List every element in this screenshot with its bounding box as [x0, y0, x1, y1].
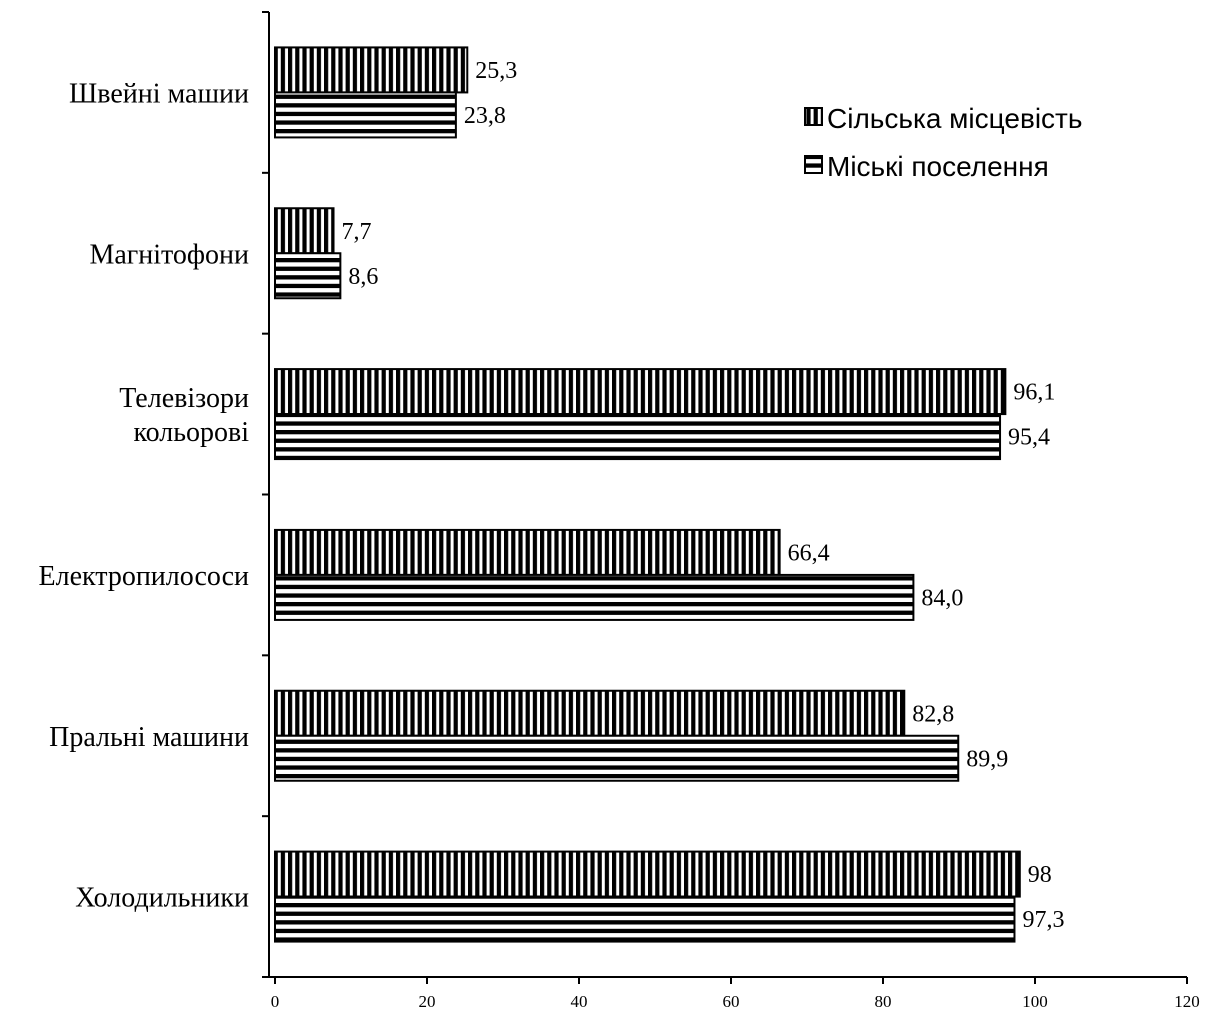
- category-label: Електропилососи: [39, 561, 250, 592]
- bar-rural: [274, 46, 469, 94]
- x-tick-label: 80: [875, 992, 892, 1011]
- axes: 0 20 40 60 80 100 120: [262, 11, 1200, 1011]
- x-tick-label: 0: [271, 992, 280, 1011]
- bar-urban: [274, 895, 1016, 943]
- category-label: Пральні машини: [49, 722, 249, 753]
- legend-swatch: [804, 107, 823, 126]
- data-label: 89,9: [966, 746, 1008, 772]
- bar-urban: [274, 252, 342, 300]
- bar-urban: [274, 413, 1002, 461]
- bar-urban: [274, 573, 915, 621]
- labels: 98 97,3 Холодильники 82,8 89,9 Пральні машини…: [39, 58, 1065, 933]
- data-label: 97,3: [1022, 907, 1064, 933]
- bar-rural: [274, 850, 1021, 898]
- data-label: 98: [1028, 862, 1052, 888]
- category-label: Телевізори кольорові: [119, 383, 249, 448]
- data-label: 25,3: [475, 58, 517, 84]
- x-tick-label: 20: [419, 992, 436, 1011]
- data-label: 95,4: [1008, 425, 1050, 451]
- data-label: 84,0: [921, 585, 963, 611]
- data-label: 82,8: [912, 701, 954, 727]
- bar-urban: [274, 734, 960, 782]
- bar-rural: [274, 528, 781, 576]
- category-label: Холодильники: [75, 883, 249, 914]
- legend-label: Міські поселення: [827, 151, 1049, 182]
- data-label: 7,7: [342, 219, 372, 245]
- x-tick-label: 120: [1174, 992, 1200, 1011]
- data-label: 66,4: [788, 540, 830, 566]
- category-label: Швейні машии: [69, 78, 249, 109]
- x-tick-label: 40: [571, 992, 588, 1011]
- data-label: 23,8: [464, 103, 506, 129]
- category-label: Магнітофони: [89, 239, 249, 270]
- bar-rural: [274, 689, 906, 737]
- bar-rural: [274, 368, 1007, 416]
- bars: [274, 46, 1021, 943]
- data-label: 8,6: [348, 264, 378, 290]
- legend: Сільська місцевість Міські поселення: [804, 103, 1082, 182]
- legend-swatch: [804, 155, 823, 174]
- bar-urban: [274, 91, 457, 139]
- x-tick-label: 60: [723, 992, 740, 1011]
- bar-rural: [274, 207, 335, 255]
- data-label: 96,1: [1013, 380, 1055, 406]
- legend-label: Сільська місцевість: [827, 103, 1082, 134]
- x-tick-label: 100: [1022, 992, 1048, 1011]
